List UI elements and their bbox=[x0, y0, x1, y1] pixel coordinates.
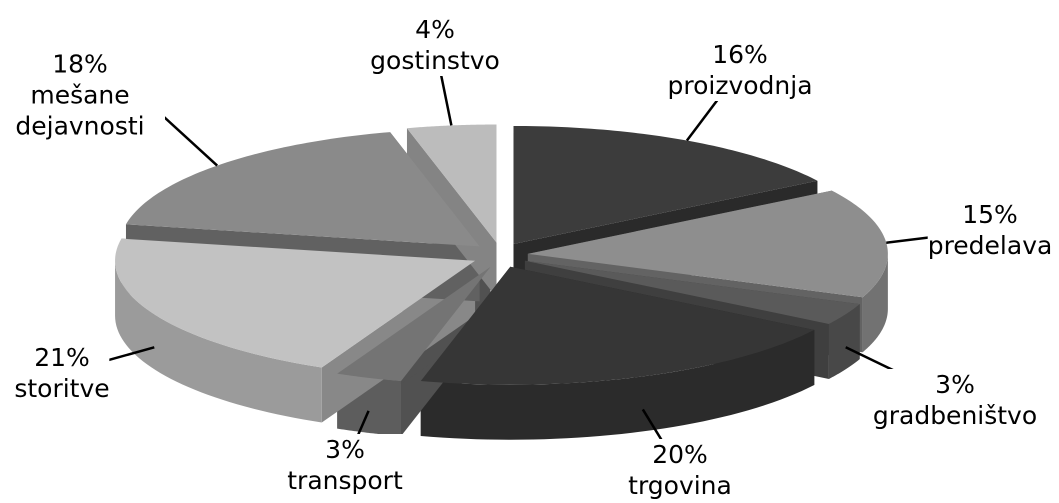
slice-percent: 16% bbox=[712, 40, 768, 69]
slice-name: gostinstvo bbox=[370, 46, 500, 75]
slice-side bbox=[828, 304, 860, 379]
pie-slice bbox=[337, 266, 491, 382]
slice-percent: 20% bbox=[652, 440, 708, 469]
slice-label: 3% gradbeništvo bbox=[872, 369, 1038, 431]
slice-label: 4% gostinstvo bbox=[370, 14, 500, 76]
pie-slice bbox=[524, 260, 860, 324]
pie-slice bbox=[513, 125, 818, 244]
slice-label: 15% predelava bbox=[927, 199, 1053, 261]
slice-label: 3% transport bbox=[287, 434, 403, 496]
slice-label: 21% storitve bbox=[14, 342, 110, 404]
slice-side bbox=[862, 253, 888, 353]
slice-name: predelava bbox=[927, 231, 1053, 260]
pie-slice bbox=[420, 266, 815, 385]
pie-slice bbox=[115, 238, 476, 368]
pie-slice bbox=[527, 190, 888, 298]
slice-name: transport bbox=[287, 466, 403, 495]
slice-label: 18% mešane dejavnosti bbox=[0, 48, 165, 142]
slice-side bbox=[420, 329, 815, 440]
slice-name: proizvodnja bbox=[667, 71, 813, 100]
pie-slice bbox=[125, 132, 480, 247]
slice-percent: 21% bbox=[34, 343, 90, 372]
slice-name: storitve bbox=[14, 374, 110, 403]
slice-name: gradbeništvo bbox=[872, 401, 1038, 430]
slice-name: trgovina bbox=[628, 471, 732, 500]
slice-percent: 3% bbox=[325, 435, 365, 464]
slice-label: 16% proizvodnja bbox=[667, 39, 813, 101]
slice-percent: 4% bbox=[415, 15, 455, 44]
slice-percent: 15% bbox=[962, 200, 1018, 229]
slice-label: 20% trgovina bbox=[628, 439, 732, 501]
slice-name: mešane dejavnosti bbox=[15, 80, 145, 141]
slice-percent: 3% bbox=[935, 370, 975, 399]
slice-percent: 18% bbox=[52, 49, 108, 79]
pie-slice bbox=[406, 124, 497, 243]
slice-side bbox=[115, 260, 322, 423]
